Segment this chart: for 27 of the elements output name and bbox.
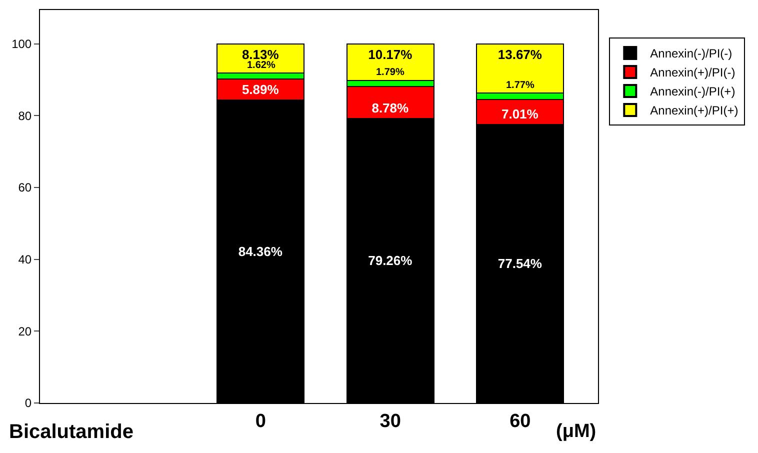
data-label: 8.78% [372,100,410,116]
data-label: 1.77% [506,80,534,91]
y-tick-label: 0 [24,396,32,410]
data-label: 8.13% [242,46,280,62]
legend-label: Annexin(+)/PI(+) [650,104,738,118]
data-label: 7.01% [501,106,539,122]
legend-label: Annexin(-)/PI(-) [650,46,732,61]
y-tick-label: 40 [18,252,32,267]
data-label: 13.67% [498,46,542,62]
legend-label: Annexin(-)/PI(+) [650,84,736,99]
data-label: 10.17% [368,46,413,62]
text: (μM) [556,421,596,442]
data-label: 84.36% [238,244,283,259]
y-tick-label: 80 [18,108,32,123]
data-label: 5.89% [242,82,280,97]
y-tick-label: 60 [18,180,32,195]
x-tick-label: 0 [255,410,266,432]
data-label: 1.62% [247,60,276,71]
legend-label: Annexin(+)/PI(-) [650,66,736,80]
x-tick-label: 30 [380,410,401,432]
y-tick-label: 20 [18,324,32,338]
data-label: 1.79% [376,67,404,78]
y-tick-label: 100 [12,36,32,51]
data-label: 79.26% [368,253,413,268]
data-label: 77.54% [498,256,542,272]
x-tick-label: 60 [510,410,531,432]
x-axis-title: Bicalutamide [9,421,134,443]
